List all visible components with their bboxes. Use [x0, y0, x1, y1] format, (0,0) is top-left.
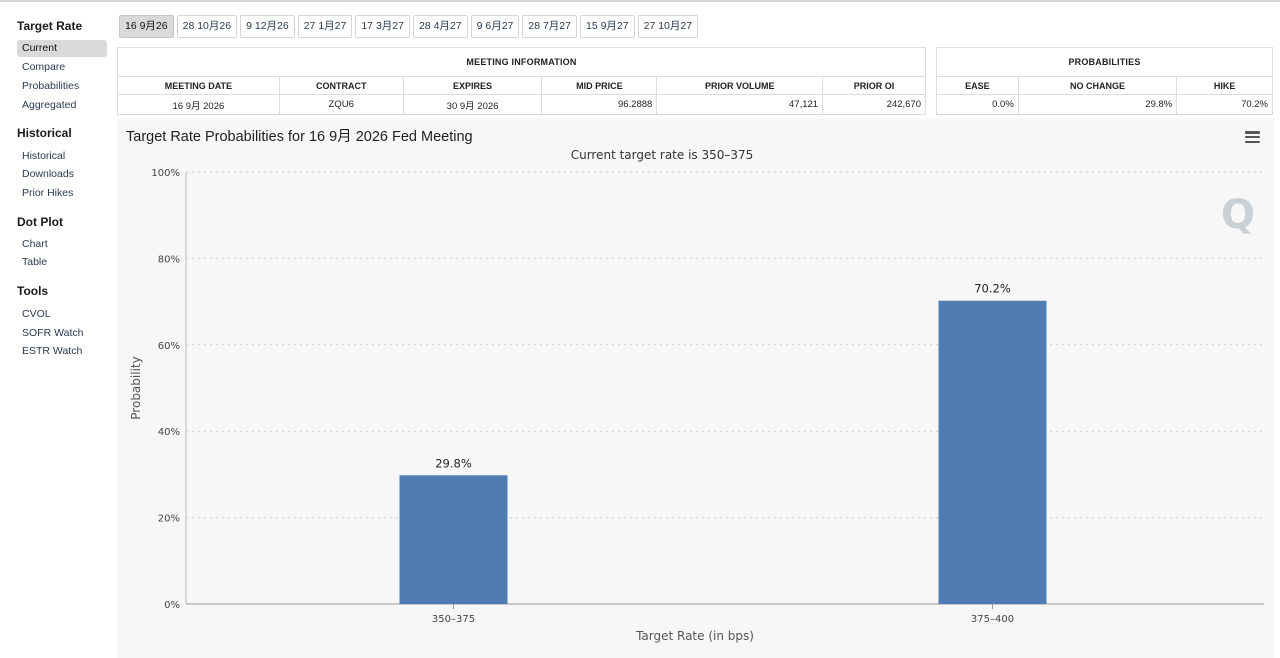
y-tick-label: 0%	[164, 600, 180, 611]
sidebar-item-probabilities[interactable]: Probabilities	[22, 80, 80, 92]
sidebar-item-aggregated[interactable]: Aggregated	[22, 99, 77, 111]
expires-value: 30 9月 2026	[402, 94, 543, 115]
hike-value: 70.2%	[1176, 94, 1273, 115]
sidebar-item-downloads[interactable]: Downloads	[22, 168, 74, 180]
bar-data-label: 70.2%	[974, 282, 1011, 296]
meeting-information-table: MEETING INFORMATION MEETING DATE CONTRAC…	[117, 47, 926, 115]
tab-meeting-date[interactable]: 9 6月27	[470, 15, 520, 38]
sidebar-item-chart[interactable]: Chart	[22, 238, 48, 250]
sidebar-heading-target-rate: Target Rate	[17, 19, 83, 33]
sidebar-heading-tools: Tools	[17, 284, 49, 298]
sidebar-heading-dot-plot: Dot Plot	[17, 215, 63, 229]
watermark-logo: Q	[1221, 192, 1255, 238]
column-header: EASE	[936, 76, 1019, 95]
column-header: HIKE	[1176, 76, 1273, 95]
tab-meeting-date[interactable]: 27 1月27	[297, 15, 353, 38]
meeting-information-title: MEETING INFORMATION	[117, 47, 926, 77]
y-tick-label: 20%	[158, 514, 180, 525]
sidebar-item-estr-watch[interactable]: ESTR Watch	[22, 345, 83, 357]
tab-meeting-date[interactable]: 16 9月26	[119, 15, 174, 38]
y-tick-label: 100%	[151, 168, 180, 179]
chart-title: Target Rate Probabilities for 16 9月 2026…	[126, 129, 473, 145]
bar-data-label: 29.8%	[435, 456, 472, 470]
prior-oi-value: 242,670	[822, 94, 926, 115]
sidebar-item-table[interactable]: Table	[22, 256, 48, 268]
x-tick-label: 350–375	[432, 614, 475, 625]
tab-meeting-date[interactable]: 28 10月26	[176, 15, 238, 38]
sidebar-heading-historical: Historical	[17, 126, 72, 140]
prior-volume-value: 47,121	[656, 94, 824, 115]
y-tick-label: 40%	[158, 427, 180, 438]
tab-meeting-date[interactable]: 28 7月27	[522, 15, 577, 38]
tab-meeting-date[interactable]: 17 3月27	[355, 15, 410, 38]
y-tick-label: 80%	[158, 254, 180, 265]
probability-bar-chart: Q Current target rate is 350–375 0% 20% 40% 6…	[129, 148, 1264, 643]
table-row: 0.0% 29.8% 70.2%	[936, 94, 1273, 115]
x-tick-label: 375–400	[971, 614, 1014, 625]
mid-price-value: 96.2888	[541, 94, 658, 115]
chart-subtitle: Current target rate is 350–375	[571, 148, 754, 162]
ease-value: 0.0%	[936, 94, 1019, 115]
sidebar-item-prior-hikes[interactable]: Prior Hikes	[22, 187, 74, 199]
no-change-value: 29.8%	[1017, 94, 1178, 115]
hamburger-menu-icon[interactable]	[1245, 131, 1260, 144]
sidebar-item-historical[interactable]: Historical	[22, 150, 66, 162]
tab-meeting-date[interactable]: 15 9月27	[580, 15, 635, 38]
x-axis-title: Target Rate (in bps)	[635, 629, 754, 643]
sidebar-item-current[interactable]: Current	[17, 40, 107, 57]
sidebar-item-compare[interactable]: Compare	[22, 61, 66, 73]
column-header: PRIOR VOLUME	[656, 76, 824, 95]
meeting-date-value: 16 9月 2026	[117, 94, 280, 115]
y-tick-label: 60%	[158, 341, 180, 352]
probabilities-title: PROBABILITIES	[936, 47, 1273, 77]
sidebar-item-sofr-watch[interactable]: SOFR Watch	[22, 327, 84, 339]
column-header: NO CHANGE	[1017, 76, 1178, 95]
column-header: EXPIRES	[402, 76, 543, 95]
y-axis-title: Probability	[129, 356, 143, 419]
meeting-date-tabs: 16 9月26 28 10月26 9 12月26 27 1月27 17 3月27…	[119, 15, 699, 38]
column-header: MEETING DATE	[117, 76, 280, 95]
bar	[938, 300, 1047, 604]
tab-meeting-date[interactable]: 28 4月27	[412, 15, 468, 38]
tab-meeting-date[interactable]: 9 12月26	[240, 15, 295, 38]
column-header: PRIOR OI	[822, 76, 926, 95]
top-border	[0, 0, 1280, 2]
chart-panel: Target Rate Probabilities for 16 9月 2026…	[117, 118, 1274, 658]
sidebar: Target Rate Current Compare Probabilitie…	[0, 0, 112, 658]
column-header: MID PRICE	[541, 76, 658, 95]
column-header: CONTRACT	[278, 76, 404, 95]
contract-value: ZQU6	[278, 94, 404, 115]
bar	[399, 475, 508, 604]
sidebar-item-cvol[interactable]: CVOL	[22, 308, 51, 320]
probabilities-table: PROBABILITIES EASE NO CHANGE HIKE 0.0% 2…	[936, 47, 1273, 115]
table-row: 16 9月 2026 ZQU6 30 9月 2026 96.2888 47,12…	[117, 94, 926, 115]
tab-meeting-date[interactable]: 27 10月27	[637, 15, 699, 38]
